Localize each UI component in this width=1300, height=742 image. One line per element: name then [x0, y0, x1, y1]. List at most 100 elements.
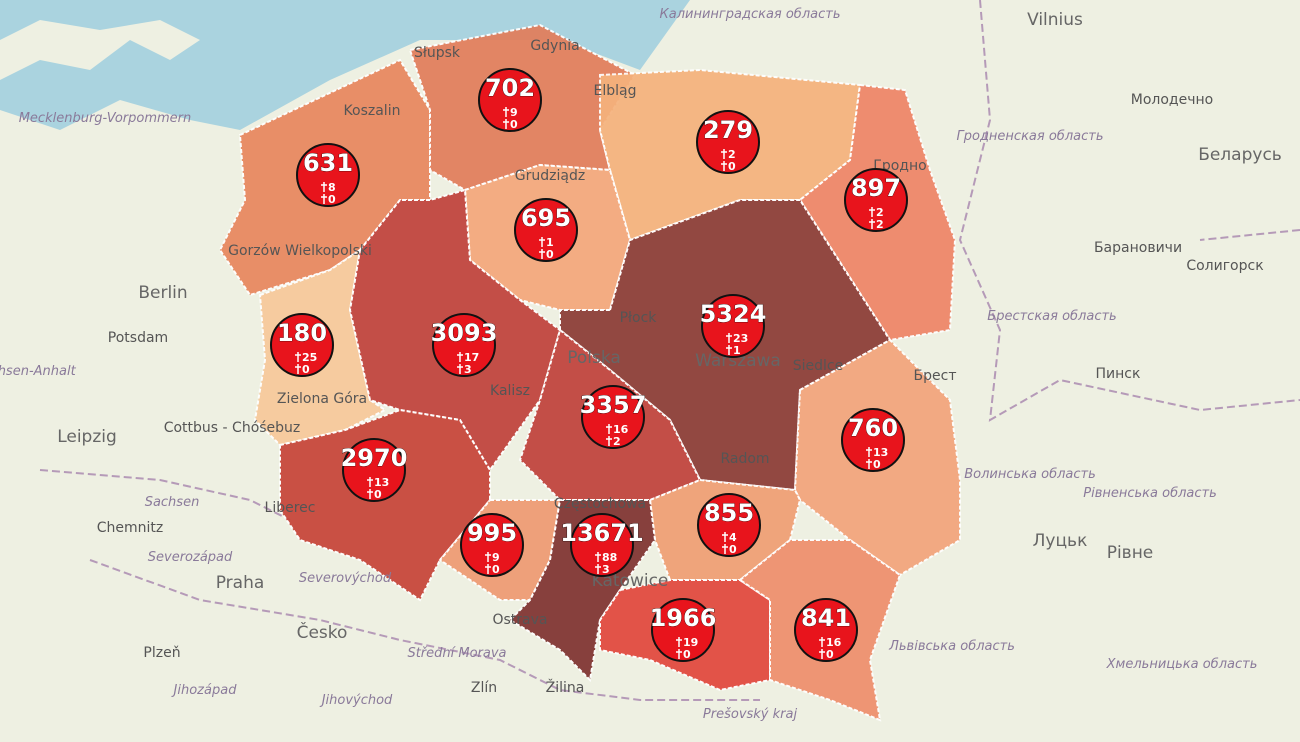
place-label: Žilina [546, 678, 585, 696]
marker: 841 160 [794, 598, 858, 662]
marker-circle [432, 313, 496, 377]
cases-label: 13671 [560, 519, 644, 547]
place-label: Berlin [138, 283, 187, 303]
place-label: Częstochowa [554, 496, 646, 512]
marker-circle [794, 598, 858, 662]
place-label: Střední Morava [407, 646, 506, 661]
cases-label: 841 [801, 604, 851, 632]
place-label: Leipzig [57, 427, 117, 447]
deaths-label: 17 [464, 351, 479, 364]
second-label: 0 [492, 563, 500, 576]
marker-circle [514, 198, 578, 262]
place-label: Gorzów Wielkopolski [228, 243, 372, 259]
place-label: Elbląg [594, 83, 637, 99]
deaths-label: 4 [729, 531, 737, 544]
marker: 760 130 [841, 408, 905, 472]
cases-label: 5324 [700, 300, 767, 328]
cases-label: 631 [303, 149, 353, 177]
second-label: 0 [546, 248, 554, 261]
deaths-label: 16 [826, 636, 842, 649]
place-label: Prešovský kraj [703, 707, 798, 722]
marker-circle [478, 68, 542, 132]
cases-label: 855 [704, 499, 754, 527]
place-label: Львівська область [888, 639, 1015, 654]
marker: 995 90 [460, 513, 524, 577]
marker-circle [697, 493, 761, 557]
second-label: 0 [374, 488, 382, 501]
country-borders [39, 0, 1300, 701]
marker: 897 22 [844, 168, 908, 232]
deaths-label: 2 [728, 148, 736, 161]
cases-label: 695 [521, 204, 571, 232]
second-label: 0 [728, 160, 736, 173]
second-label: 0 [328, 193, 336, 206]
cases-label: 180 [277, 319, 327, 347]
marker-circle [270, 313, 334, 377]
place-label: Хмельницька область [1106, 657, 1258, 672]
cases-label: 3093 [431, 319, 498, 347]
second-label: 0 [873, 458, 881, 471]
cases-label: 279 [703, 116, 753, 144]
place-label: Česko [297, 621, 348, 643]
marker: 855 40 [697, 493, 761, 557]
place-label: Jihozápad [171, 683, 238, 698]
second-label: 0 [302, 363, 310, 376]
marker-circle [581, 385, 645, 449]
marker: 279 20 [696, 110, 760, 174]
deaths-label: 23 [733, 332, 748, 345]
cases-label: 897 [851, 174, 901, 202]
cases-label: 3357 [580, 391, 647, 419]
place-label: Vilnius [1027, 10, 1083, 30]
marker-circle [460, 513, 524, 577]
second-label: 0 [729, 543, 737, 556]
deaths-label: 13 [374, 476, 389, 489]
place-label: Ostrava [492, 612, 547, 628]
place-label: Severovýchod [299, 571, 392, 586]
place-label: Praha [216, 573, 265, 593]
cases-label: 2970 [341, 444, 408, 472]
place-label: Gdynia [530, 38, 579, 54]
place-label: Пинск [1096, 366, 1141, 382]
second-label: 1 [733, 344, 741, 357]
deaths-label: 9 [492, 551, 500, 564]
marker: 695 10 [514, 198, 578, 262]
cases-label: 702 [485, 74, 535, 102]
place-label: Chemnitz [97, 520, 164, 536]
place-label: Liberec [265, 500, 316, 516]
second-label: 2 [613, 435, 621, 448]
place-label: Warszawa [695, 351, 781, 371]
place-label: Zlín [471, 680, 497, 696]
marker-circle [841, 408, 905, 472]
place-label: Брестская область [987, 309, 1116, 324]
place-label: Барановичи [1094, 240, 1182, 256]
marker-circle [701, 294, 765, 358]
place-label: Polska [567, 348, 621, 368]
place-label: Plzeň [143, 645, 180, 661]
second-label: 3 [464, 363, 472, 376]
deaths-label: 13 [873, 446, 888, 459]
place-label: Калининградская область [660, 7, 841, 22]
marker: 1966 190 [649, 598, 717, 662]
place-label: Radom [720, 451, 769, 467]
place-label: Солигорск [1186, 258, 1263, 274]
marker-circle [844, 168, 908, 232]
marker-circle [651, 598, 715, 662]
place-label: Grudziądz [515, 168, 585, 184]
marker: 3093 173 [430, 313, 498, 377]
deaths-label: 9 [510, 106, 518, 119]
marker: 2970 130 [340, 438, 408, 502]
marker-circle [342, 438, 406, 502]
marker: 180 250 [270, 313, 334, 377]
place-label: Беларусь [1198, 145, 1282, 165]
marker: 631 80 [296, 143, 360, 207]
cases-label: 995 [467, 519, 517, 547]
deaths-label: 19 [683, 636, 698, 649]
place-label: Płock [620, 310, 658, 326]
deaths-label: 16 [613, 423, 629, 436]
place-label: Молодечно [1131, 92, 1213, 108]
place-label: Брест [914, 368, 957, 384]
place-label: Siedlce [793, 358, 843, 374]
